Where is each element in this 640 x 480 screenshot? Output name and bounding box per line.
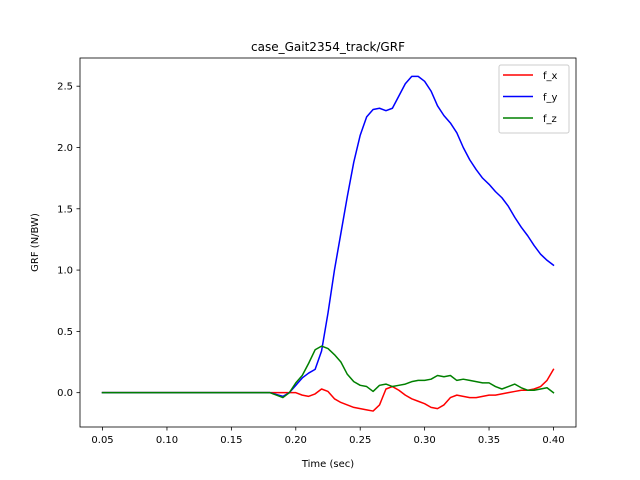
x-axis-label: Time (sec) <box>301 459 354 470</box>
y-tick-label: 2.0 <box>57 143 73 154</box>
y-tick-label: 1.5 <box>57 204 73 215</box>
ticks-layer: 0.05 0.10 0.15 0.20 0.25 0.30 0.35 0.40 0.0 0.5 1.… <box>57 82 564 446</box>
y-tick-label: 1.0 <box>57 266 73 277</box>
x-tick-label: 0.20 <box>285 435 307 446</box>
legend-label-f-z: f_z <box>543 114 557 125</box>
chart-title: case_Gait2354_track/GRF <box>251 40 405 54</box>
x-tick-label: 0.25 <box>349 435 371 446</box>
series-layer <box>101 75 555 412</box>
legend-label-f-x: f_x <box>543 71 558 82</box>
x-tick-label: 0.30 <box>413 435 435 446</box>
series-line-f-y <box>101 75 555 398</box>
x-tick-label: 0.15 <box>220 435 242 446</box>
x-tick-label: 0.05 <box>91 435 113 446</box>
y-tick-label: 0.0 <box>57 388 73 399</box>
y-tick-label: 2.5 <box>57 82 73 93</box>
legend: f_x f_y f_z <box>498 64 570 134</box>
y-axis-label: GRF (N/BW) <box>30 213 41 272</box>
legend-label-f-y: f_y <box>543 93 558 104</box>
x-tick-label: 0.40 <box>542 435 564 446</box>
series-line-f-z <box>101 345 555 399</box>
x-tick-label: 0.35 <box>478 435 500 446</box>
legend-box <box>498 64 570 134</box>
x-tick-label: 0.10 <box>156 435 178 446</box>
series-line-f-x <box>101 368 555 412</box>
y-tick-label: 0.5 <box>57 327 73 338</box>
plot-frame <box>79 57 577 428</box>
